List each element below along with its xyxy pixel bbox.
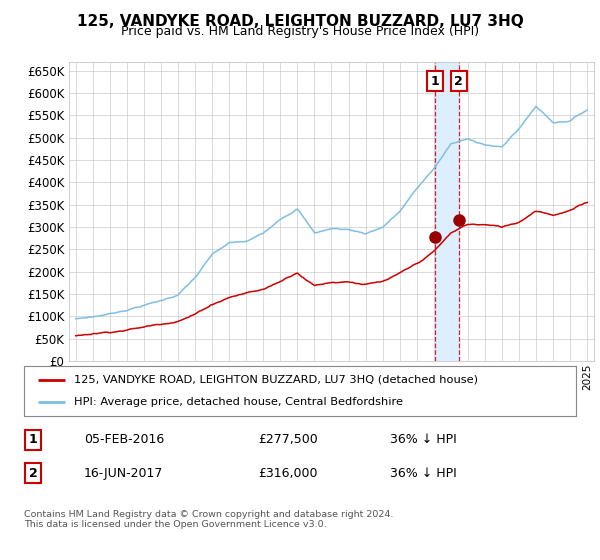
Text: HPI: Average price, detached house, Central Bedfordshire: HPI: Average price, detached house, Cent… <box>74 397 403 407</box>
Text: £277,500: £277,500 <box>258 433 318 446</box>
Text: £316,000: £316,000 <box>258 466 317 480</box>
Text: 2: 2 <box>29 466 37 480</box>
Text: 1: 1 <box>29 433 37 446</box>
Bar <box>436 62 458 361</box>
Text: 2: 2 <box>454 74 463 87</box>
Text: 05-FEB-2016: 05-FEB-2016 <box>84 433 164 446</box>
Text: 125, VANDYKE ROAD, LEIGHTON BUZZARD, LU7 3HQ (detached house): 125, VANDYKE ROAD, LEIGHTON BUZZARD, LU7… <box>74 375 478 385</box>
Text: 1: 1 <box>431 74 440 87</box>
Text: 36% ↓ HPI: 36% ↓ HPI <box>390 433 457 446</box>
Text: 36% ↓ HPI: 36% ↓ HPI <box>390 466 457 480</box>
Text: 125, VANDYKE ROAD, LEIGHTON BUZZARD, LU7 3HQ: 125, VANDYKE ROAD, LEIGHTON BUZZARD, LU7… <box>77 14 523 29</box>
Text: 16-JUN-2017: 16-JUN-2017 <box>84 466 163 480</box>
Text: Price paid vs. HM Land Registry's House Price Index (HPI): Price paid vs. HM Land Registry's House … <box>121 25 479 38</box>
Text: Contains HM Land Registry data © Crown copyright and database right 2024.
This d: Contains HM Land Registry data © Crown c… <box>24 510 394 529</box>
